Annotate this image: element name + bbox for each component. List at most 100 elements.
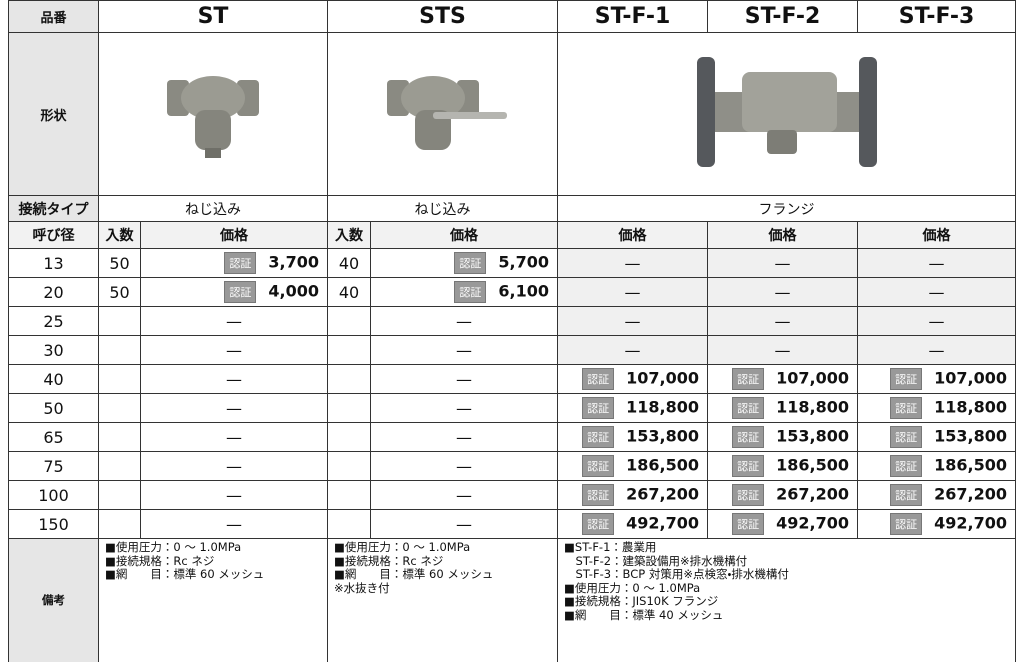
quantity xyxy=(98,364,141,394)
certified-badge: 認証 xyxy=(582,455,615,477)
connection-row: 接続タイプ ねじ込み ねじ込み フランジ xyxy=(8,195,1017,222)
column-header: 価格 xyxy=(857,221,1017,249)
size: 50 xyxy=(8,393,99,423)
no-price: — xyxy=(857,335,1017,365)
no-price: — xyxy=(557,277,709,307)
no-price: — xyxy=(139,451,329,481)
no-price: — xyxy=(707,306,859,336)
size: 75 xyxy=(8,451,99,481)
certified-badge: 認証 xyxy=(224,281,257,303)
price-cell: 認証 3,700 xyxy=(139,248,329,278)
price-cell: 認証 186,500 xyxy=(857,451,1017,481)
certified-badge: 認証 xyxy=(224,252,257,274)
no-price: — xyxy=(139,393,329,423)
price: 5,700 xyxy=(498,252,550,272)
no-price: — xyxy=(557,335,709,365)
price-cell: 認証 153,800 xyxy=(707,422,859,452)
quantity xyxy=(327,335,372,365)
size: 20 xyxy=(8,277,99,307)
connection-type: フランジ xyxy=(557,195,1017,222)
no-price: — xyxy=(370,480,559,510)
size: 13 xyxy=(8,248,99,278)
quantity: 40 xyxy=(327,277,372,307)
no-price: — xyxy=(857,306,1017,336)
price: 492,700 xyxy=(776,513,850,533)
no-price: — xyxy=(370,422,559,452)
price-cell: 認証 118,800 xyxy=(707,393,859,423)
subheader-label: 呼び径 xyxy=(8,221,99,249)
remarks-row: 備考 ■使用圧力：0 ～ 1.0MPa ■接続規格：Rc ネジ ■網 目：標準 60… xyxy=(8,538,1017,662)
model: ST-F-3 xyxy=(857,0,1017,33)
certified-badge: 認証 xyxy=(890,397,923,419)
quantity xyxy=(327,364,372,394)
price: 107,000 xyxy=(934,368,1008,388)
price-row: 25— — — — — xyxy=(8,306,1017,336)
connection-label: 接続タイプ xyxy=(8,195,99,222)
price: 118,800 xyxy=(776,397,850,417)
price: 267,200 xyxy=(776,484,850,504)
image-cell xyxy=(327,32,559,196)
certified-badge: 認証 xyxy=(890,368,923,390)
remarks-cell: ■使用圧力：0 ～ 1.0MPa ■接続規格：Rc ネジ ■網 目：標準 60 メッ… xyxy=(97,538,329,662)
quantity xyxy=(98,480,141,510)
price: 153,800 xyxy=(776,426,850,446)
price-cell: 認証 6,100 xyxy=(370,277,559,307)
no-price: — xyxy=(857,248,1017,278)
column-header: 価格 xyxy=(139,221,329,249)
price-cell: 認証 267,200 xyxy=(557,480,709,510)
price-row: 40 — — 認証 107,000 認証 107,000 認証 107,000 xyxy=(8,364,1017,394)
remark-line: ■網 目：標準 60 メッシュ xyxy=(334,567,494,581)
price: 186,500 xyxy=(626,455,700,475)
quantity: 50 xyxy=(98,277,141,307)
image-cell xyxy=(557,32,1017,196)
certified-badge: 認証 xyxy=(454,252,487,274)
remarks-cell: ■使用圧力：0 ～ 1.0MPa ■接続規格：Rc ネジ ■網 目：標準 60 メッ… xyxy=(327,538,559,662)
quantity xyxy=(98,335,141,365)
price-cell: 認証 186,500 xyxy=(557,451,709,481)
remark-line: ※水抜き付 xyxy=(334,580,390,595)
header-row: 品番 ST STS ST-F-1 ST-F-2 ST-F-3 xyxy=(8,0,1017,33)
price: 4,000 xyxy=(268,281,320,301)
price-row: 50 — — 認証 118,800 認証 118,800 認証 118,800 xyxy=(8,393,1017,423)
model: ST xyxy=(97,0,329,33)
certified-badge: 認証 xyxy=(732,455,765,477)
price-cell: 認証 492,700 xyxy=(707,509,859,539)
certified-badge: 認証 xyxy=(732,368,765,390)
shape-row: 形状 xyxy=(8,32,1017,196)
no-price: — xyxy=(139,422,329,452)
certified-badge: 認証 xyxy=(732,397,765,419)
quantity xyxy=(327,480,372,510)
price-rows: 呼び径 入数 価格 入数 価格 価格 価格 価格 13 50 認証 3,700 40 認証 5,700— — —… xyxy=(8,221,1017,539)
price-row: 30— — — — — xyxy=(8,335,1017,365)
size: 30 xyxy=(8,335,99,365)
price-cell: 認証 4,000 xyxy=(139,277,329,307)
price-cell: 認証 118,800 xyxy=(857,393,1017,423)
no-price: — xyxy=(707,248,859,278)
valve-image xyxy=(167,76,259,158)
remark-line: ■網 目：標準 60 メッシュ xyxy=(105,567,265,581)
image-cell xyxy=(97,32,329,196)
certified-badge: 認証 xyxy=(890,484,923,506)
remark-line: ■接続規格：Rc ネジ xyxy=(334,553,444,568)
column-header: 入数 xyxy=(327,221,372,249)
valve-image xyxy=(696,57,877,167)
header-label: 品番 xyxy=(8,0,99,33)
quantity xyxy=(327,509,372,539)
price: 107,000 xyxy=(776,368,850,388)
remarks-cell: ■ST-F-1：農業用 ST-F-2：建築設備用※排水機構付 ST-F-3：BC… xyxy=(557,538,1017,662)
price-cell: 認証 267,200 xyxy=(857,480,1017,510)
no-price: — xyxy=(370,451,559,481)
price-cell: 認証 107,000 xyxy=(707,364,859,394)
quantity xyxy=(98,451,141,481)
certified-badge: 認証 xyxy=(582,513,615,535)
remark-line: ST-F-3：BCP 対策用※点検窓・排水機構付 xyxy=(564,567,789,581)
quantity xyxy=(98,422,141,452)
certified-badge: 認証 xyxy=(890,426,923,448)
price-row: 13 50 認証 3,700 40 認証 5,700— — — xyxy=(8,248,1017,278)
connection-type: ねじ込み xyxy=(97,195,329,222)
no-price: — xyxy=(370,509,559,539)
subheader-row: 呼び径 入数 価格 入数 価格 価格 価格 価格 xyxy=(8,221,1017,249)
price: 153,800 xyxy=(934,426,1008,446)
quantity xyxy=(327,422,372,452)
